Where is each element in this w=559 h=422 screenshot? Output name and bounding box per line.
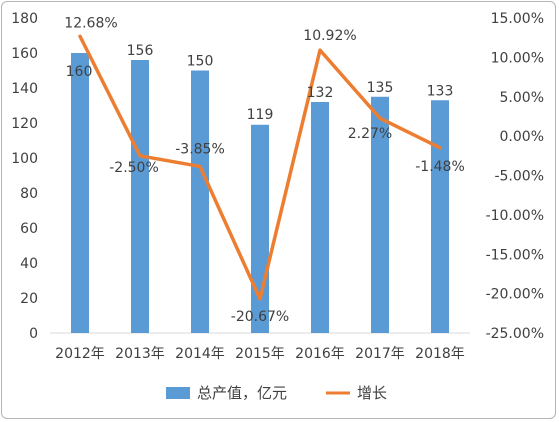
bar	[251, 124, 269, 333]
bar	[311, 102, 329, 333]
bar-data-label: 135	[367, 80, 394, 96]
x-axis-labels: 2012年 2013年 2014年 2015年 2016年 2017年 2018年	[55, 346, 465, 362]
left-axis-tick: 60	[20, 221, 38, 237]
x-axis-tick-label: 2017年	[355, 346, 405, 362]
bar-data-label: 150	[187, 54, 214, 70]
line-data-label: -20.67%	[231, 309, 289, 325]
legend: 总产值，亿元 增长	[166, 384, 387, 402]
left-axis-ticks: 0 20 40 60 80 100 120 140 160 180	[11, 11, 38, 342]
left-axis-tick: 80	[20, 186, 38, 202]
right-axis-tick: 15.00%	[491, 11, 544, 27]
right-axis-ticks: 15.00% 10.00% 5.00% 0.00% -5.00% -10.00% -15.0…	[486, 11, 544, 342]
line-data-label: 2.27%	[348, 126, 392, 142]
bar-data-label: 133	[427, 83, 454, 99]
right-axis-tick: -5.00%	[494, 169, 544, 185]
legend-bar-swatch	[166, 387, 190, 399]
bar	[371, 96, 389, 333]
left-axis-tick: 180	[11, 11, 38, 27]
bar	[71, 53, 89, 333]
line-data-label: -2.50%	[109, 160, 159, 176]
left-axis-tick: 100	[11, 151, 38, 167]
bar-data-label: 119	[247, 107, 274, 123]
left-axis-tick: 20	[20, 291, 38, 307]
line-data-label: -1.48%	[415, 159, 465, 175]
right-axis-tick: 5.00%	[500, 90, 544, 106]
left-axis-tick: 40	[20, 256, 38, 272]
bar-data-label: 132	[307, 85, 334, 101]
left-axis-tick: 140	[11, 81, 38, 97]
bar-data-label: 156	[127, 43, 154, 59]
right-axis-tick: -20.00%	[486, 287, 544, 303]
x-axis-tick-label: 2012年	[55, 346, 105, 362]
line-data-label: -3.85%	[175, 141, 225, 157]
bar	[131, 60, 149, 333]
x-axis-tick-label: 2015年	[235, 346, 285, 362]
x-axis-tick-label: 2014年	[175, 346, 225, 362]
right-axis-tick: -15.00%	[486, 247, 544, 263]
growth-line	[78, 34, 442, 301]
legend-line-label: 增长	[357, 384, 387, 402]
bar-data-label: 160	[66, 64, 93, 80]
right-axis-tick: 10.00%	[491, 50, 544, 66]
left-axis-tick: 0	[29, 326, 38, 342]
x-axis-tick-label: 2016年	[295, 346, 345, 362]
right-axis-tick: -25.00%	[486, 326, 544, 342]
left-axis-tick: 120	[11, 116, 38, 132]
bar	[431, 100, 449, 333]
x-axis-tick-label: 2018年	[415, 346, 465, 362]
left-axis-tick: 160	[11, 46, 38, 62]
line-data-label: 12.68%	[64, 15, 117, 31]
right-axis-tick: -10.00%	[486, 208, 544, 224]
right-axis-tick: 0.00%	[500, 129, 544, 145]
x-axis-tick-label: 2013年	[115, 346, 165, 362]
line-series	[78, 34, 442, 301]
bar	[191, 70, 209, 333]
bar-data-labels: 160 156 150 119 132 135 133	[66, 43, 454, 123]
line-data-labels: 12.68% -2.50% -3.85% -20.67% 10.92% 2.27% -1.4…	[64, 15, 464, 325]
bar-series	[71, 53, 449, 333]
line-data-label: 10.92%	[303, 28, 356, 44]
legend-bar-label: 总产值，亿元	[197, 384, 287, 402]
